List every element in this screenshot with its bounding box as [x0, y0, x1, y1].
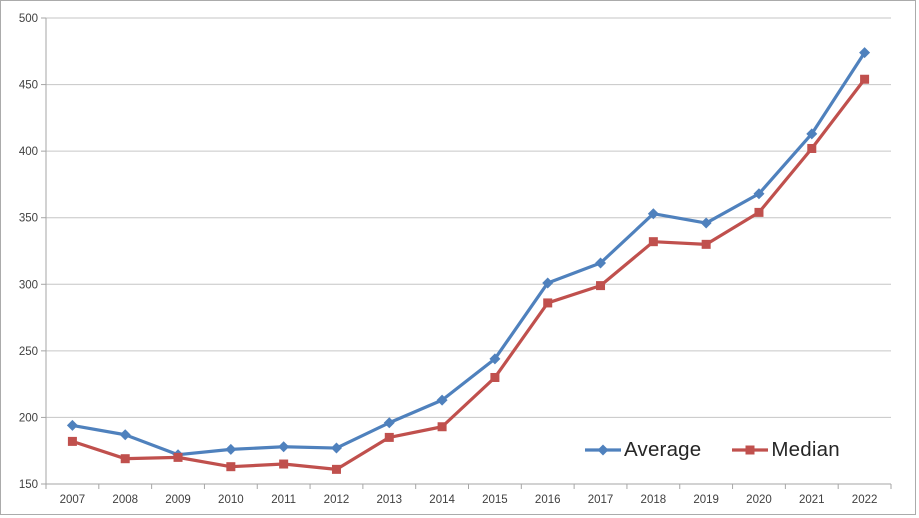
x-tick-label-2008: 2008 — [112, 494, 138, 506]
y-tick-label-350: 350 — [19, 213, 38, 225]
y-tick-label-300: 300 — [19, 279, 38, 291]
y-tick-label-250: 250 — [19, 346, 38, 358]
x-tick-label-2017: 2017 — [588, 494, 614, 506]
marker-median-2021 — [807, 143, 817, 153]
marker-median-2017 — [596, 281, 606, 291]
series-line-average — [70, 51, 867, 457]
marker-average-2021 — [806, 128, 818, 140]
x-tick-label-2009: 2009 — [165, 494, 191, 506]
x-tick-label-2022: 2022 — [852, 494, 878, 506]
marker-average-2015 — [489, 353, 501, 365]
marker-median-2015 — [490, 372, 500, 382]
legend-label-average: Average — [624, 438, 702, 461]
x-tick-label-2020: 2020 — [746, 494, 772, 506]
x-tick-label-2018: 2018 — [641, 494, 667, 506]
marker-median-2012 — [331, 464, 341, 474]
marker-median-2014 — [437, 422, 447, 432]
marker-median-2011 — [279, 459, 289, 469]
y-tick-label-150: 150 — [19, 479, 38, 491]
marker-average-2008 — [119, 429, 131, 441]
x-tick-label-2021: 2021 — [799, 494, 825, 506]
x-tick-label-2015: 2015 — [482, 494, 508, 506]
marker-average-2011 — [278, 441, 290, 453]
y-tick-label-500: 500 — [19, 13, 38, 25]
marker-median-2019 — [701, 239, 711, 249]
marker-median-2008 — [120, 454, 130, 464]
marker-median-2016 — [543, 298, 553, 308]
marker-average-2019 — [700, 217, 712, 229]
marker-average-2007 — [66, 419, 78, 431]
marker-average-2012 — [330, 442, 342, 454]
chart-legend: Average Median — [584, 438, 840, 462]
x-tick-label-2007: 2007 — [60, 494, 86, 506]
legend-label-median: Median — [771, 438, 840, 461]
marker-median-2013 — [384, 432, 394, 442]
marker-average-2013 — [383, 417, 395, 429]
marker-median-2007 — [67, 436, 77, 446]
average-series-marker-icon — [585, 444, 621, 456]
marker-median-2022 — [860, 74, 870, 84]
x-tick-label-2014: 2014 — [429, 494, 455, 506]
x-tick-label-2012: 2012 — [324, 494, 350, 506]
y-tick-label-450: 450 — [19, 80, 38, 92]
marker-median-2009 — [173, 452, 183, 462]
y-tick-label-400: 400 — [19, 146, 38, 158]
series-line-median — [70, 77, 867, 471]
legend-item-average: Average — [584, 438, 701, 462]
marker-average-2017 — [595, 257, 607, 269]
marker-average-2018 — [647, 208, 659, 220]
marker-average-2014 — [436, 394, 448, 406]
x-tick-label-2013: 2013 — [376, 494, 402, 506]
marker-average-2022 — [859, 47, 871, 59]
x-tick-label-2011: 2011 — [271, 494, 296, 506]
x-tick-label-2019: 2019 — [693, 494, 719, 506]
marker-median-2010 — [226, 462, 236, 472]
marker-median-2018 — [648, 237, 658, 247]
median-series-marker-icon — [732, 445, 769, 455]
x-tick-label-2010: 2010 — [218, 494, 244, 506]
y-tick-label-200: 200 — [19, 412, 38, 424]
marker-median-2020 — [754, 207, 764, 217]
marker-average-2016 — [542, 277, 554, 289]
marker-average-2010 — [225, 443, 237, 455]
legend-item-median: Median — [731, 438, 840, 462]
marker-average-2020 — [753, 188, 765, 200]
x-tick-label-2016: 2016 — [535, 494, 561, 506]
